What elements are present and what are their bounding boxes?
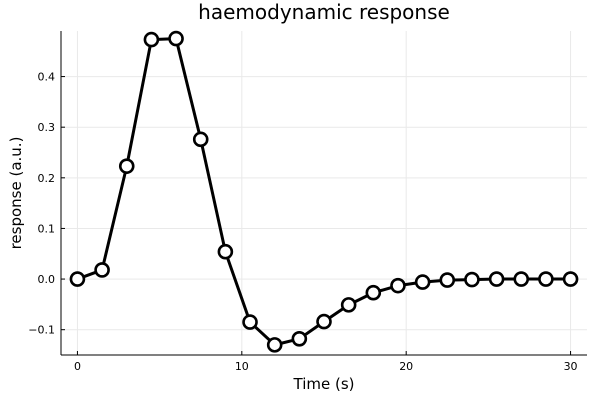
x-tick-label: 10 [235, 360, 249, 373]
y-tick-label: 0.0 [38, 273, 56, 286]
data-point [266, 337, 283, 353]
data-point [414, 274, 431, 290]
data-point [390, 277, 406, 294]
series-group [69, 30, 579, 353]
data-point [291, 330, 308, 347]
axes [60, 31, 587, 356]
y-tick-label: 0.3 [38, 121, 56, 134]
data-point [192, 131, 209, 148]
data-point [69, 271, 86, 287]
y-tick-label: −0.1 [28, 324, 55, 337]
y-tick-label: 0.1 [38, 222, 56, 235]
data-point [340, 297, 357, 313]
y-tick-label: 0.2 [38, 172, 56, 185]
y-ticks: −0.1 0.0 0.1 0.2 0.3 0.4 [28, 71, 65, 337]
x-axis-label: Time (s) [293, 375, 355, 393]
data-point [538, 271, 554, 287]
data-point [464, 271, 480, 288]
data-point [217, 243, 234, 260]
data-point [513, 271, 530, 287]
x-tick-label: 0 [74, 360, 81, 373]
series-line [76, 37, 571, 347]
data-point [242, 314, 258, 330]
chart-title: haemodynamic response [198, 0, 450, 24]
data-point [94, 262, 110, 278]
data-point [316, 313, 332, 330]
x-tick-label: 30 [564, 360, 578, 373]
grid [61, 31, 587, 355]
x-tick-label: 20 [399, 360, 413, 373]
data-point [562, 271, 579, 287]
data-point [168, 30, 184, 47]
data-point [488, 271, 505, 287]
data-point [439, 272, 456, 288]
y-tick-label: 0.4 [38, 71, 56, 84]
y-axis-label: response (a.u.) [7, 137, 25, 250]
data-point [143, 31, 160, 48]
x-ticks: 0 10 20 30 [74, 351, 578, 373]
data-point [118, 158, 135, 174]
data-point [365, 284, 382, 301]
